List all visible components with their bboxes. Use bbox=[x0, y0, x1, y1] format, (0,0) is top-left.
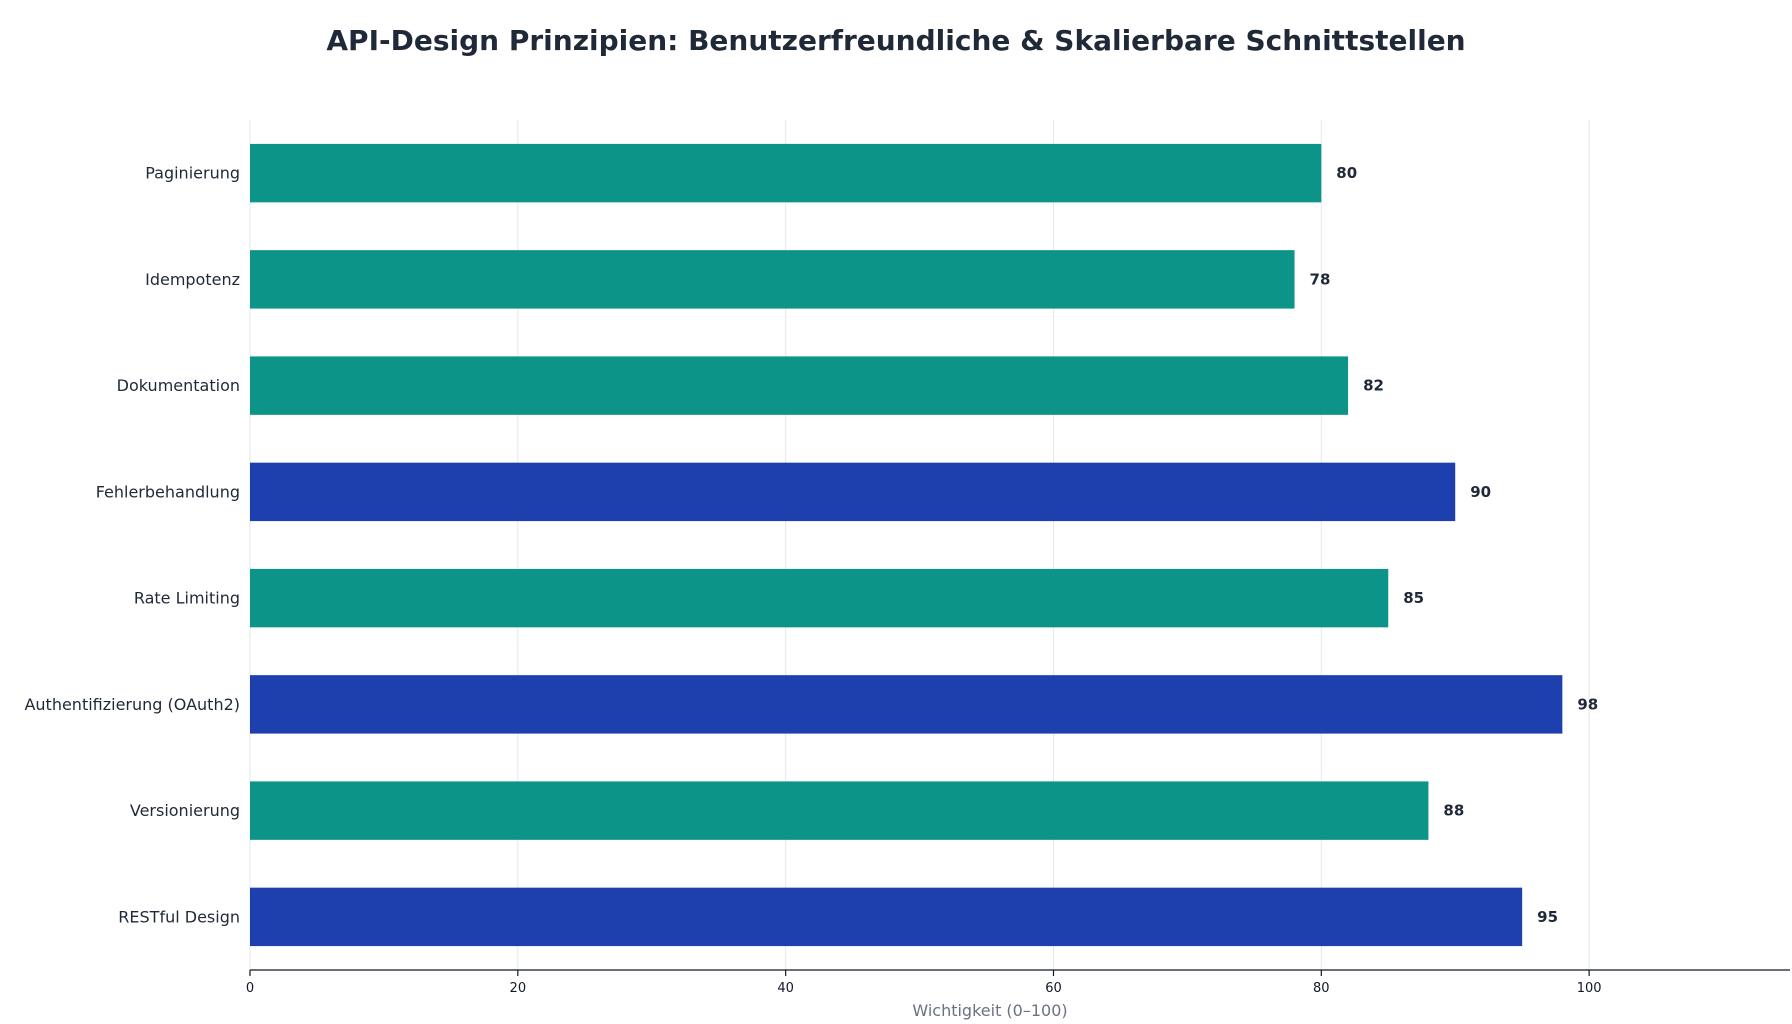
value-label: 98 bbox=[1577, 695, 1598, 713]
bar bbox=[250, 250, 1295, 309]
x-tick-label: 20 bbox=[510, 981, 527, 996]
axis-layer: 0 20 40 60 80 100 RESTful Design Versionierung A… bbox=[24, 164, 1790, 996]
x-tick-label: 60 bbox=[1045, 981, 1062, 996]
category-label: Authentifizierung (OAuth2) bbox=[24, 695, 240, 714]
category-label: RESTful Design bbox=[118, 907, 240, 926]
bar bbox=[250, 568, 1389, 628]
category-label: Versionierung bbox=[130, 801, 240, 820]
bar bbox=[250, 356, 1349, 415]
value-label: 78 bbox=[1310, 270, 1331, 288]
bar-layer: 95 88 98 85 90 82 78 80 bbox=[250, 143, 1598, 947]
x-tick-label: 0 bbox=[246, 981, 254, 996]
category-label: Idempotenz bbox=[145, 270, 240, 289]
x-tick-label: 40 bbox=[777, 981, 794, 996]
bar bbox=[250, 887, 1523, 947]
value-label: 88 bbox=[1443, 802, 1464, 820]
category-label: Paginierung bbox=[145, 164, 240, 183]
value-label: 85 bbox=[1403, 589, 1424, 607]
bar bbox=[250, 462, 1456, 522]
value-label: 95 bbox=[1537, 908, 1558, 926]
value-label: 80 bbox=[1336, 164, 1357, 182]
category-label: Dokumentation bbox=[117, 376, 240, 395]
x-axis-title: Wichtigkeit (0–100) bbox=[912, 1001, 1067, 1020]
bar bbox=[250, 675, 1563, 734]
x-tick-label: 100 bbox=[1577, 981, 1602, 996]
category-label: Fehlerbehandlung bbox=[96, 482, 240, 501]
bar bbox=[250, 143, 1322, 203]
category-label: Rate Limiting bbox=[134, 589, 240, 608]
grid-layer bbox=[249, 120, 1590, 970]
value-label: 90 bbox=[1470, 483, 1491, 501]
x-tick-label: 80 bbox=[1313, 981, 1330, 996]
value-label: 82 bbox=[1363, 377, 1384, 395]
bar bbox=[250, 781, 1429, 840]
chart-title: API-Design Prinzipien: Benutzerfreundlic… bbox=[326, 24, 1466, 57]
